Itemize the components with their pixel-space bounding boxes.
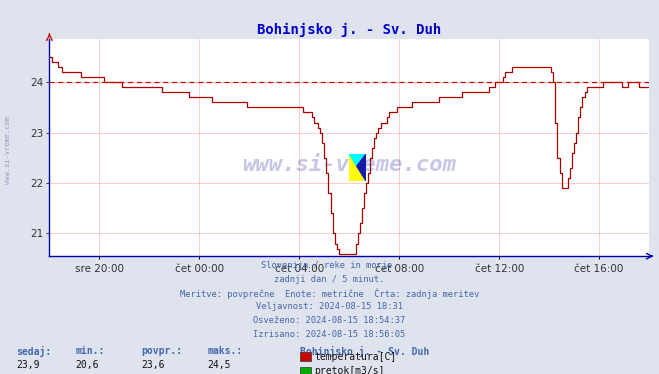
Text: zadnji dan / 5 minut.: zadnji dan / 5 minut. [274, 275, 385, 283]
Polygon shape [349, 154, 366, 181]
Text: 23,9: 23,9 [16, 360, 40, 370]
Text: -nan: -nan [76, 373, 100, 374]
Text: min.:: min.: [76, 346, 105, 356]
Title: Bohinjsko j. - Sv. Duh: Bohinjsko j. - Sv. Duh [257, 22, 442, 37]
Text: 20,6: 20,6 [76, 360, 100, 370]
Text: 24,5: 24,5 [208, 360, 231, 370]
Text: Izrisano: 2024-08-15 18:56:05: Izrisano: 2024-08-15 18:56:05 [253, 330, 406, 339]
Text: www.si-vreme.com: www.si-vreme.com [243, 155, 456, 175]
Text: Osveženo: 2024-08-15 18:54:37: Osveženo: 2024-08-15 18:54:37 [253, 316, 406, 325]
Text: Meritve: povprečne  Enote: metrične  Črta: zadnja meritev: Meritve: povprečne Enote: metrične Črta:… [180, 288, 479, 299]
Text: povpr.:: povpr.: [142, 346, 183, 356]
Text: 23,6: 23,6 [142, 360, 165, 370]
Text: sedaj:: sedaj: [16, 346, 51, 356]
Text: Bohinjsko j. - Sv. Duh: Bohinjsko j. - Sv. Duh [300, 346, 429, 356]
Text: -nan: -nan [208, 373, 231, 374]
Text: temperatura[C]: temperatura[C] [314, 352, 397, 362]
Text: pretok[m3/s]: pretok[m3/s] [314, 366, 385, 374]
Text: www.si-vreme.com: www.si-vreme.com [5, 116, 11, 184]
Text: Veljavnost: 2024-08-15 18:31: Veljavnost: 2024-08-15 18:31 [256, 302, 403, 311]
Text: maks.:: maks.: [208, 346, 243, 356]
Text: Slovenija / reke in morje.: Slovenija / reke in morje. [261, 261, 398, 270]
Text: -nan: -nan [16, 373, 40, 374]
Polygon shape [349, 154, 366, 181]
Text: -nan: -nan [142, 373, 165, 374]
Polygon shape [357, 154, 366, 181]
